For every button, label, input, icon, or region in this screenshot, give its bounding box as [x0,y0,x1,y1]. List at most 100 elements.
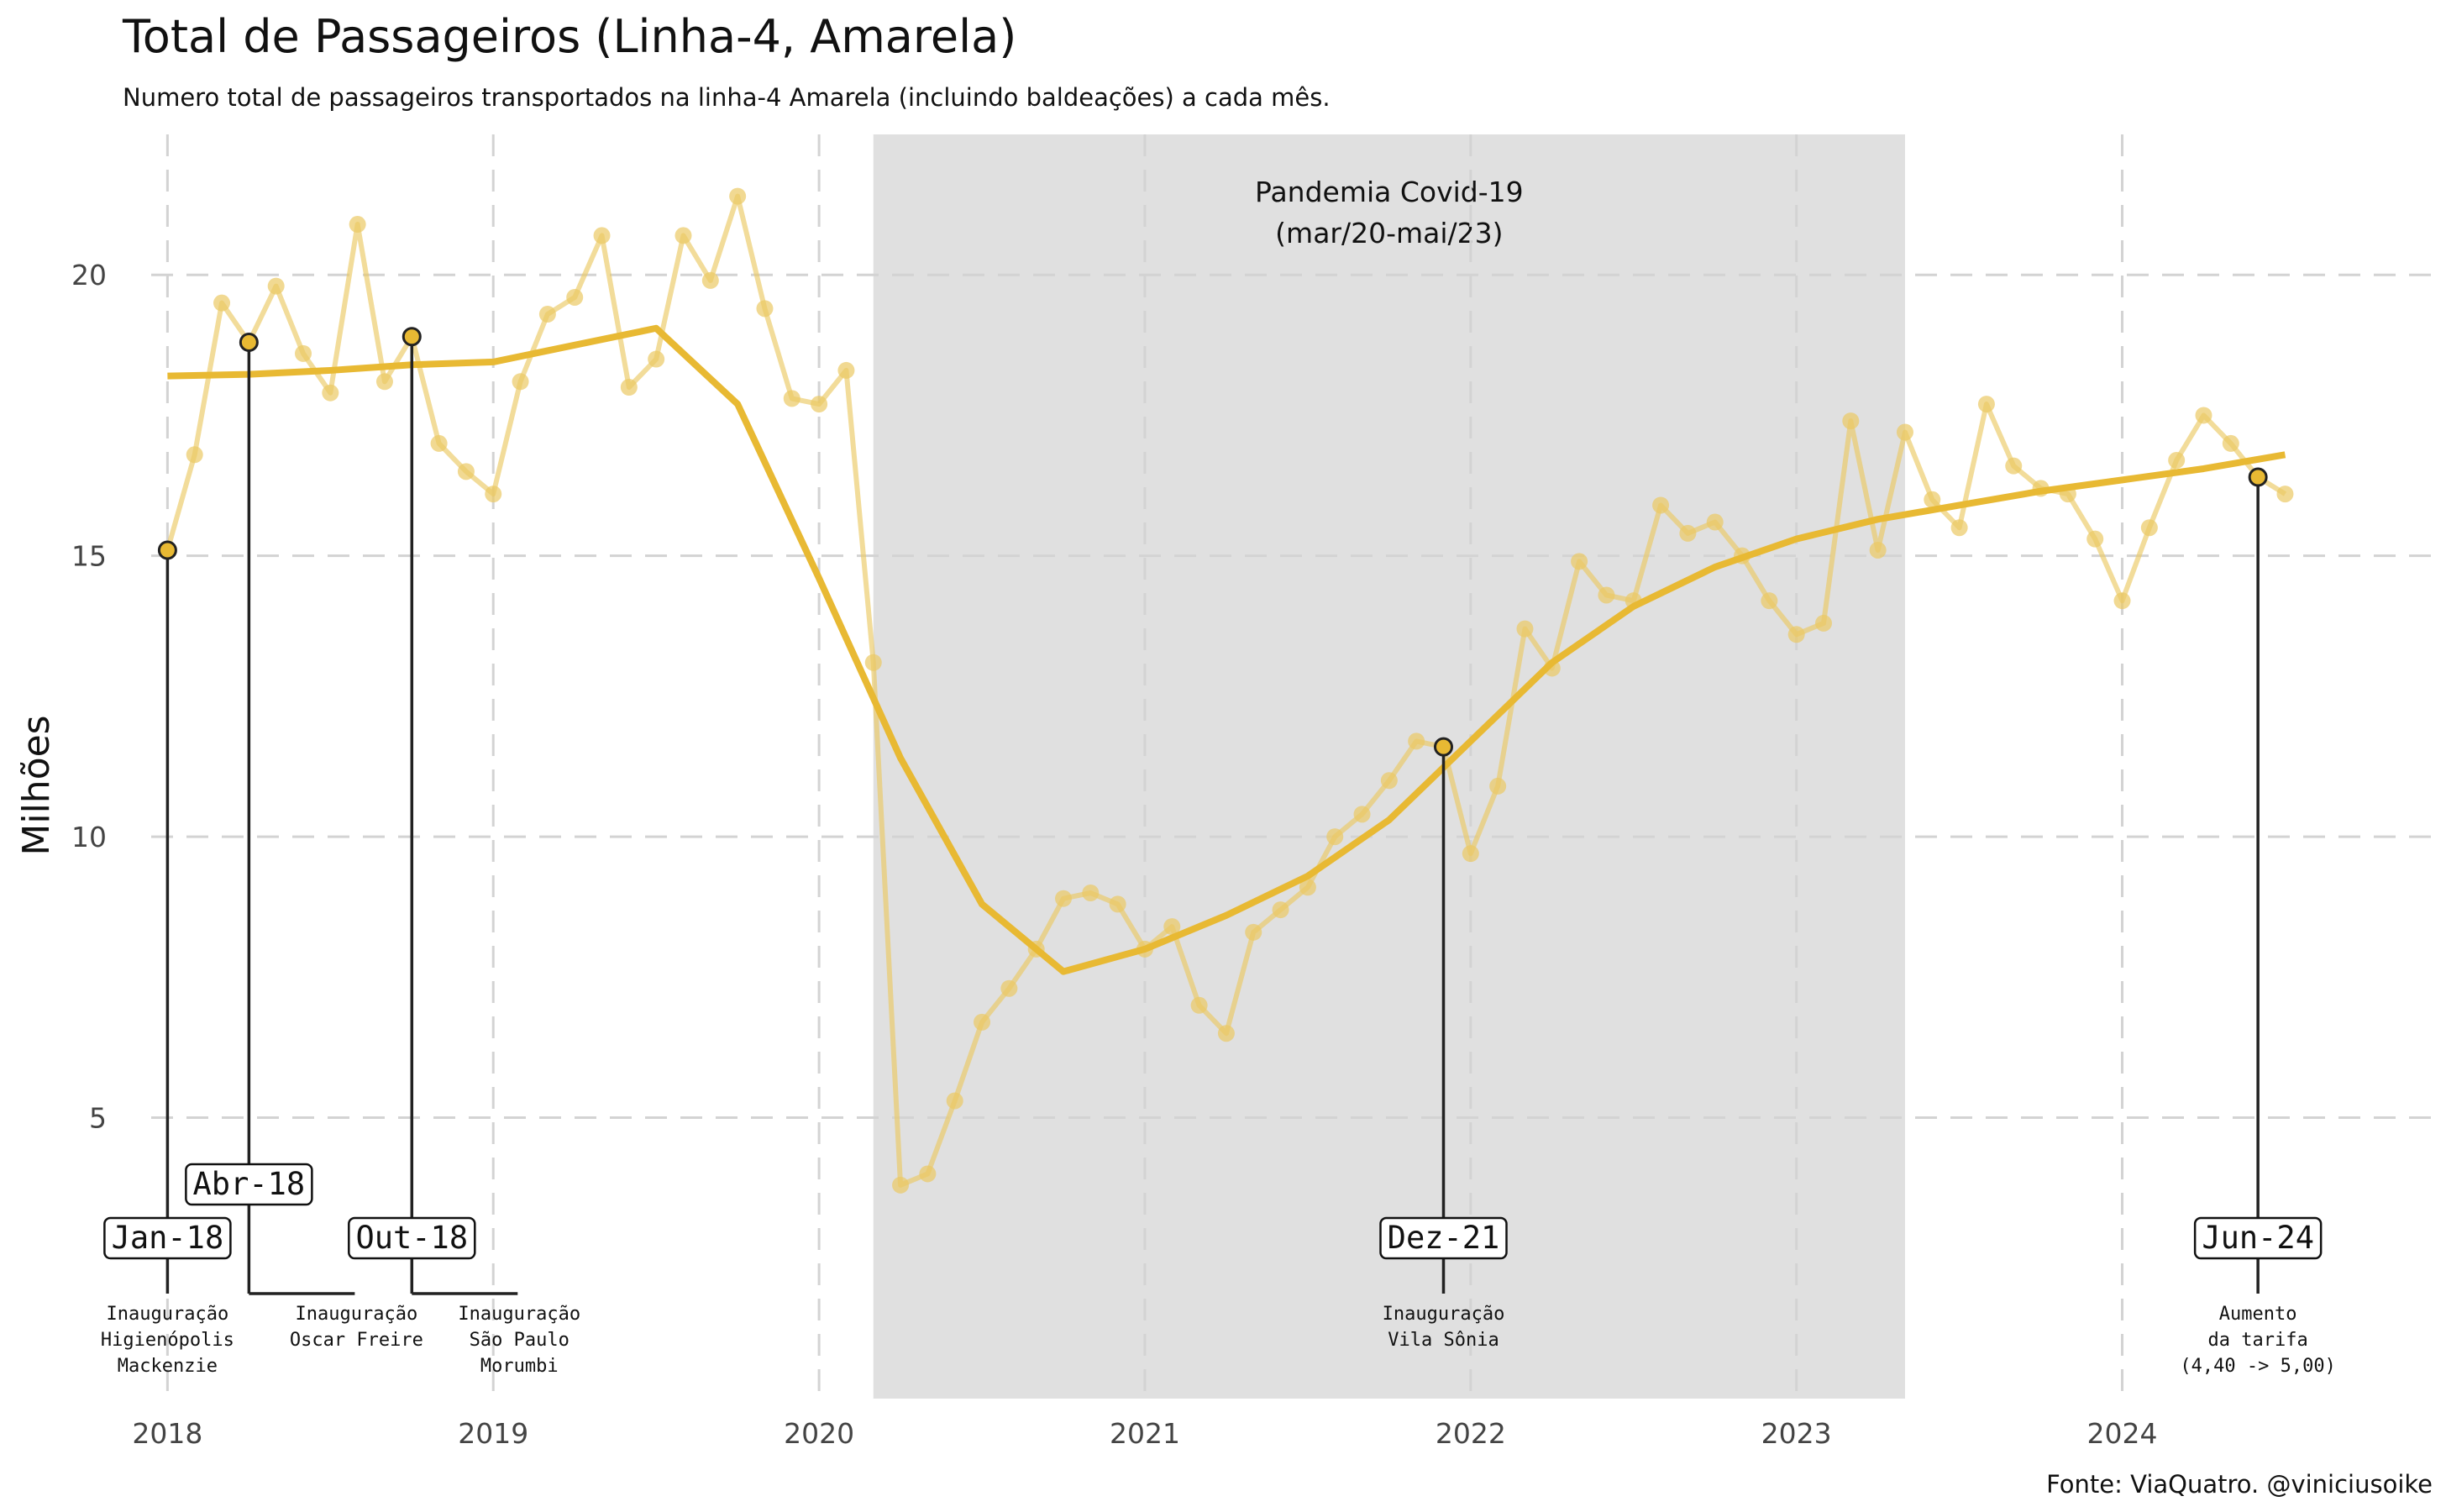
monthly-point [620,379,638,396]
monthly-point [1380,772,1398,790]
event-description-line: Inauguração [107,1304,229,1325]
monthly-point [1082,885,1100,901]
event-description-line: Inauguração [458,1304,580,1325]
monthly-point [1924,491,1941,508]
trend-line [167,324,2286,975]
monthly-point [538,306,556,323]
monthly-point [919,1165,937,1183]
monthly-point [2113,592,2131,610]
monthly-point [1000,979,1018,997]
monthly-point [864,654,882,671]
event-label-box [103,1216,232,1260]
events: Jan-18 Inauguração Higienópolis Mackenzie Ab… [101,327,2336,1377]
y-tick-label: 20 [71,259,107,291]
monthly-point [512,373,529,391]
monthly-point [1245,923,1262,941]
x-tick-label: 2018 [132,1417,202,1450]
event-label-box [348,1216,476,1260]
monthly-point [213,294,231,312]
x-tick-label: 2024 [2087,1417,2158,1450]
monthly-point [267,277,285,295]
monthly-point [1462,845,1479,863]
monthly-point [457,463,475,480]
pandemic-band-rect [873,134,1905,1399]
y-tick-label: 15 [71,540,107,573]
monthly-point [701,271,719,289]
trend-series [167,324,2286,975]
monthly-point [1950,519,1968,537]
monthly-point [186,446,203,464]
x-tick-label: 2021 [1110,1417,1180,1450]
monthly-point [2222,434,2239,452]
monthly-point [1842,412,1860,430]
event-marker [2248,467,2268,487]
monthly-point [2140,519,2158,537]
event-label: Jan-18 [112,1220,224,1256]
event-marker [157,540,177,560]
monthly-point [1652,496,1670,514]
monthly-point [1787,626,1805,643]
grid [151,134,2432,1399]
monthly-point [837,361,855,379]
monthly-point [1109,895,1126,913]
event-marker [1434,737,1453,757]
y-tick-label: 5 [89,1102,107,1135]
event-label-box [2193,1216,2323,1260]
monthly-point [349,216,366,234]
event-description-line: Inauguração [1383,1304,1505,1325]
monthly-point [1896,423,1913,441]
monthly-point [1815,614,1832,632]
monthly-point [566,288,584,306]
event-description-line: Aumento [2219,1304,2297,1325]
monthly-point [2005,457,2023,475]
chart-title: Total de Passageiros (Linha-4, Amarela) [122,10,1016,63]
axes: 5 10 15 20 2018 2019 2020 2021 2022 2023 2024 [71,259,2158,1450]
monthly-point [1598,586,1615,604]
monthly-point [1190,996,1208,1014]
band-label-line2: (mar/20-mai/23) [1275,217,1503,249]
monthly-point [1489,777,1507,795]
monthly-point [1408,732,1425,750]
event-description-line: (4,40 -> 5,00) [2180,1356,2335,1377]
monthly-point [375,373,393,391]
event-label: Abr-18 [193,1166,306,1202]
monthly-point [1571,553,1588,570]
monthly-point [1272,901,1289,919]
monthly-point [1217,1025,1235,1042]
event-description-line: Mackenzie [118,1356,218,1377]
event-label: Out-18 [355,1220,468,1256]
event-marker [239,332,259,352]
monthly-point [2276,486,2294,503]
monthly-point [485,486,502,503]
chart-caption: Fonte: ViaQuatro. @viniciusoike [2046,1470,2433,1499]
event-marker [402,327,422,347]
monthly-point [729,187,747,205]
monthly-point [322,384,339,402]
y-axis-label: Milhões [15,715,58,855]
event-description-line: Oscar Freire [290,1330,423,1351]
monthly-point [756,300,774,318]
event-description-line: São Paulo [470,1330,570,1351]
monthly-point [1353,806,1371,823]
monthly-point [1977,396,1995,413]
monthly-point [1163,918,1181,936]
monthly-point [1761,592,1778,610]
event-description-line: Morumbi [480,1356,559,1377]
monthly-point [1679,524,1697,542]
x-tick-label: 2019 [458,1417,528,1450]
event-label-box [1379,1216,1508,1260]
monthly-point [295,344,312,362]
monthly-point [1869,541,1887,559]
monthly-point [1516,620,1534,638]
monthly-point [674,227,692,244]
event-description-line: Higienópolis [101,1330,234,1351]
monthly-point [1706,513,1724,531]
monthly-point [2168,451,2186,469]
monthly-point [430,434,448,452]
monthly-point [783,390,800,407]
event-description-line: da tarifa [2208,1330,2308,1351]
monthly-point [1055,890,1072,907]
monthly-point [648,350,665,368]
monthly-point [1326,828,1344,846]
